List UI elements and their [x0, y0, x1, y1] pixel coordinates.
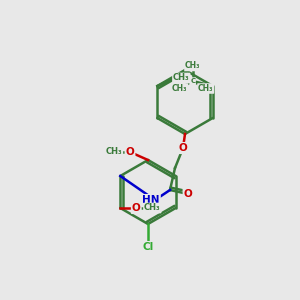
Text: O: O [184, 189, 192, 199]
Text: O: O [132, 203, 141, 213]
Text: CH₃: CH₃ [198, 84, 214, 93]
Text: Cl: Cl [142, 242, 154, 252]
Text: C: C [190, 78, 195, 84]
Text: CH₃: CH₃ [106, 148, 122, 157]
Text: O: O [178, 143, 188, 153]
Text: O: O [126, 147, 134, 157]
Text: CH₃: CH₃ [173, 74, 190, 82]
Text: CH₃: CH₃ [172, 84, 188, 93]
Text: HN: HN [142, 195, 160, 205]
Text: CH₃: CH₃ [144, 203, 160, 212]
Text: CH₃: CH₃ [185, 61, 200, 70]
